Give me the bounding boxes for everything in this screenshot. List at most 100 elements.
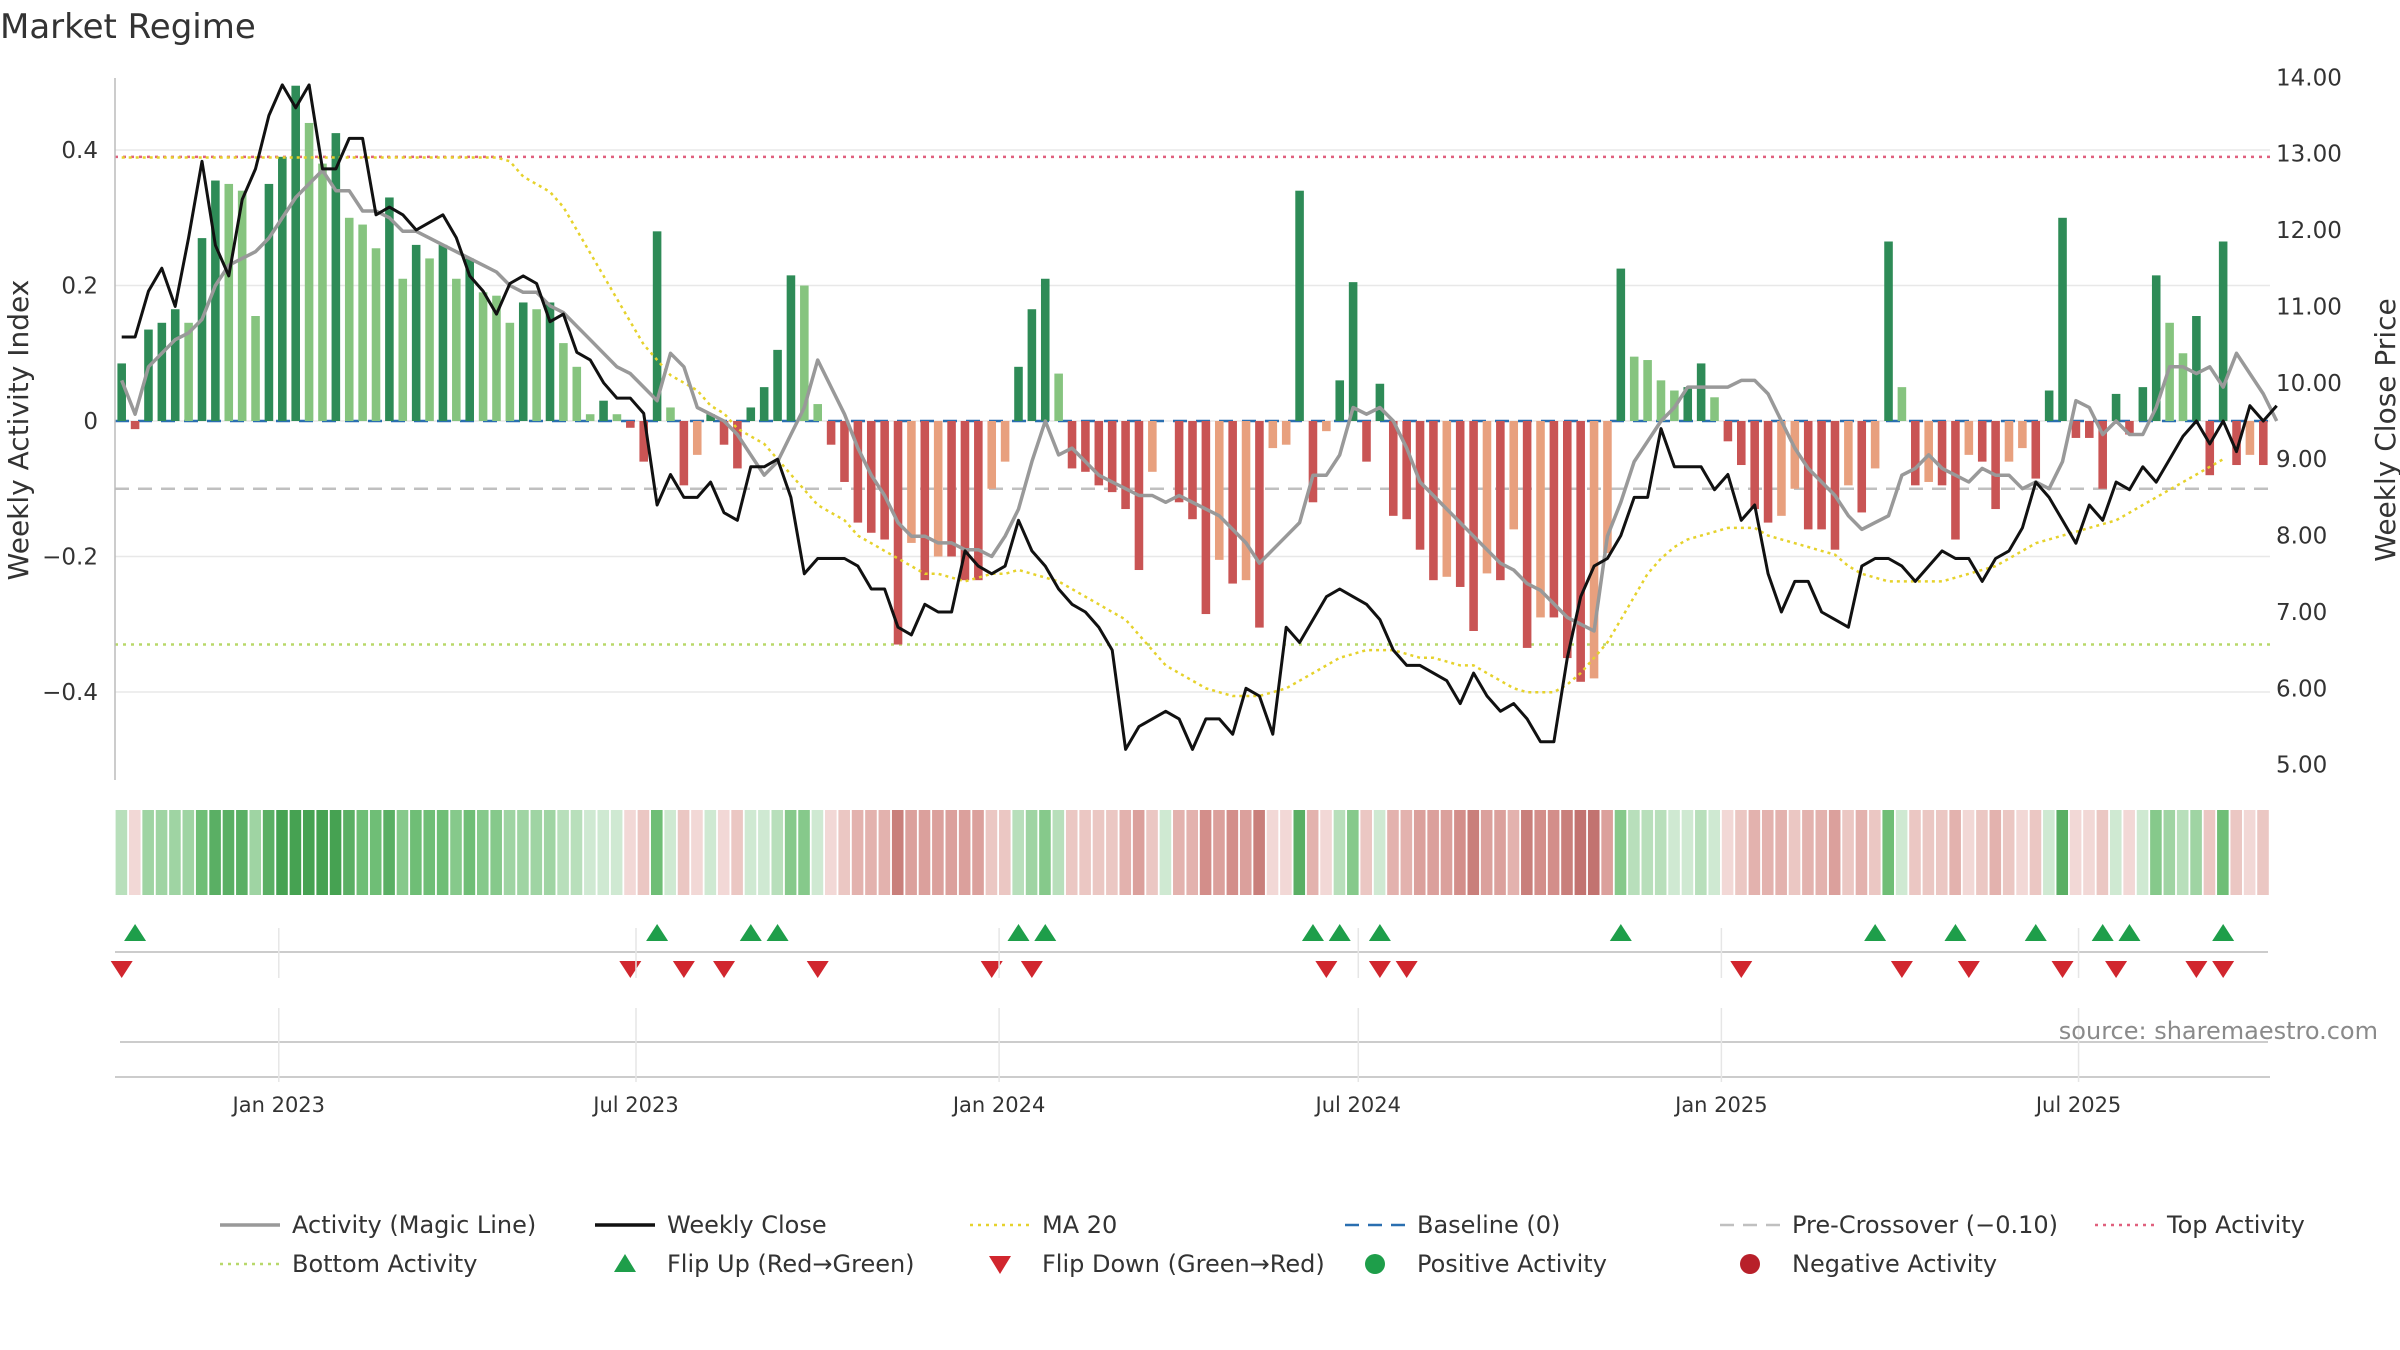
- y-tick-right: 5.00: [2276, 753, 2327, 779]
- regime-cell: [436, 810, 449, 895]
- regime-cell: [1012, 810, 1024, 895]
- regime-cell: [1561, 810, 1573, 895]
- legend-label: Pre-Crossover (−0.10): [1792, 1211, 2058, 1239]
- regime-cell: [155, 810, 168, 895]
- regime-cell: [570, 810, 583, 895]
- regime-cell: [744, 810, 757, 895]
- flip-down-marker: [2051, 961, 2074, 978]
- activity-bar: [893, 421, 903, 645]
- activity-bar: [1107, 421, 1117, 493]
- regime-cell: [1266, 810, 1279, 895]
- x-tick-label: Jan 2025: [1673, 1093, 1768, 1117]
- activity-bar: [1576, 421, 1585, 682]
- y-tick-right: 9.00: [2276, 447, 2327, 473]
- regime-cell: [825, 810, 837, 895]
- regime-cell: [1333, 810, 1346, 895]
- regime-cell: [637, 810, 650, 895]
- activity-bar: [1803, 421, 1813, 530]
- activity-bar: [2098, 421, 2107, 489]
- activity-bar: [505, 322, 515, 421]
- activity-bar: [1188, 421, 1197, 520]
- activity-bar: [344, 217, 354, 421]
- regime-cell: [1146, 810, 1158, 895]
- activity-bar: [1924, 421, 1933, 482]
- activity-bar: [987, 421, 997, 489]
- activity-bar: [1977, 421, 1987, 462]
- regime-cell: [865, 810, 877, 895]
- activity-bar: [237, 190, 247, 421]
- regime-cell: [1454, 810, 1466, 895]
- activity-bar: [974, 421, 983, 581]
- activity-bar: [1388, 421, 1398, 516]
- regime-cell: [1320, 810, 1332, 895]
- regime-cell: [905, 810, 917, 895]
- reference-lines: [115, 155, 2270, 646]
- regime-cell: [1708, 810, 1721, 895]
- regime-cell: [784, 810, 797, 895]
- activity-bars: [117, 85, 2268, 682]
- activity-bar: [1402, 421, 1411, 520]
- activity-bar: [2192, 316, 2201, 421]
- regime-cell: [651, 810, 663, 895]
- activity-bar: [1148, 421, 1157, 472]
- regime-cell: [1132, 810, 1145, 895]
- y-tick-right: 11.00: [2276, 294, 2342, 320]
- flip-down-marker: [1020, 961, 1043, 978]
- activity-bar: [1375, 383, 1385, 421]
- regime-cell: [704, 810, 717, 895]
- activity-bar: [1081, 421, 1090, 472]
- regime-cell: [1373, 810, 1386, 895]
- activity-bar: [278, 156, 287, 421]
- regime-cell: [1306, 810, 1319, 895]
- activity-bar: [706, 414, 715, 421]
- activity-bar: [2018, 421, 2027, 449]
- activity-bar: [545, 302, 555, 421]
- regime-cell: [1922, 810, 1935, 895]
- activity-bar: [2085, 421, 2094, 438]
- y-tick-right: 14.00: [2276, 65, 2342, 91]
- flip-up-marker: [1368, 924, 1391, 941]
- ma20-line: [121, 156, 2224, 698]
- activity-bar: [746, 407, 756, 421]
- activity-bar: [371, 248, 381, 421]
- flip-up-marker: [1944, 924, 1967, 941]
- regime-cell: [1039, 810, 1051, 895]
- y-tick-left: −0.4: [42, 680, 98, 706]
- regime-cell: [396, 810, 409, 895]
- activity-bar: [1014, 366, 1023, 421]
- legend-label: Top Activity: [2166, 1211, 2305, 1239]
- activity-bar: [2245, 421, 2255, 455]
- activity-bar: [572, 366, 582, 421]
- flip-up-marker: [766, 924, 789, 941]
- activity-bar: [1817, 421, 1826, 530]
- activity-bar: [411, 244, 421, 421]
- regime-cell: [2029, 810, 2042, 895]
- activity-bar: [1777, 421, 1786, 516]
- regime-cell: [771, 810, 784, 895]
- activity-bar: [1308, 421, 1318, 503]
- activity-bar: [1603, 421, 1612, 554]
- activity-bar: [813, 404, 823, 421]
- y-tick-left: 0: [83, 409, 98, 435]
- activity-bar: [666, 407, 675, 421]
- activity-bar: [465, 258, 474, 421]
- activity-bar: [264, 183, 274, 421]
- regime-cell: [209, 810, 221, 895]
- regime-cell: [329, 810, 342, 895]
- activity-bar: [559, 343, 568, 421]
- legend-swatch: [1365, 1254, 1385, 1274]
- activity-bar: [773, 349, 782, 421]
- regime-cell: [1949, 810, 1961, 895]
- activity-bar: [1201, 421, 1211, 615]
- activity-bar: [1857, 421, 1867, 513]
- activity-bar: [1844, 421, 1853, 486]
- regime-cell: [543, 810, 556, 895]
- activity-bar: [117, 363, 126, 421]
- flip-down-marker: [2105, 961, 2128, 978]
- regime-cell: [1173, 810, 1185, 895]
- activity-bar: [1656, 380, 1666, 421]
- activity-bar: [1469, 421, 1478, 631]
- regime-cell: [222, 810, 235, 895]
- activity-bar: [1174, 421, 1184, 503]
- activity-bar: [800, 285, 809, 421]
